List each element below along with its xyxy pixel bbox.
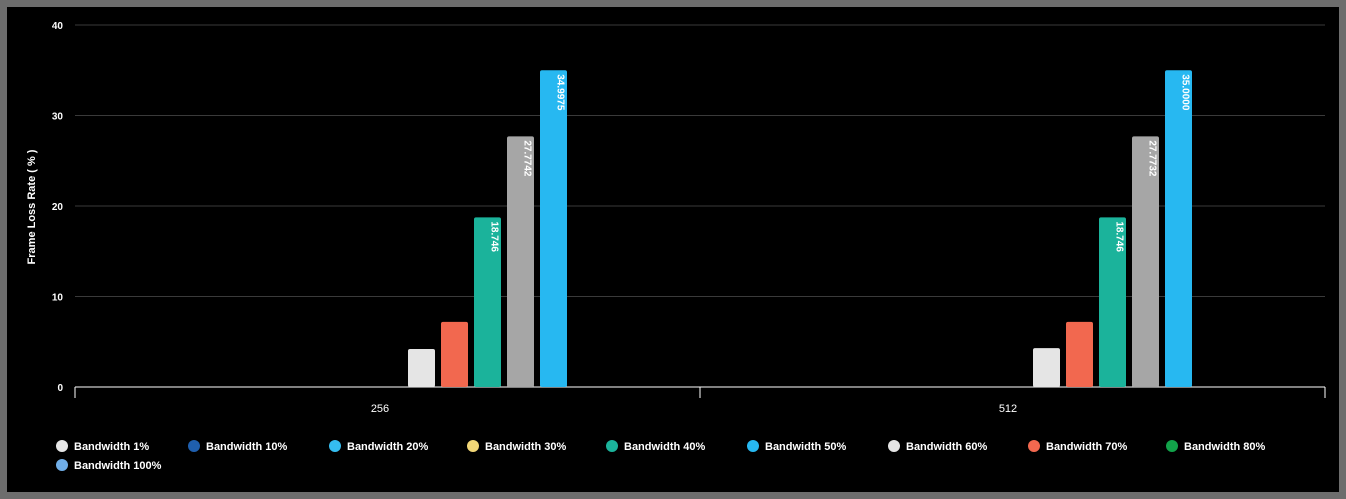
- bar-data-label: 27.7742: [522, 140, 533, 177]
- y-tick-label: 0: [57, 383, 63, 394]
- legend-label: Bandwidth 50%: [765, 441, 847, 453]
- legend-item[interactable]: Bandwidth 10%: [188, 440, 288, 453]
- legend: Bandwidth 1% Bandwidth 10% Bandwidth 20% Ba…: [56, 440, 1266, 472]
- bar-512-bandwidth-90-: [1132, 136, 1159, 387]
- bar-256-bandwidth-40-: [474, 217, 501, 387]
- legend-label: Bandwidth 20%: [347, 441, 429, 453]
- bar-labels: 18.746 27.7742 34.9975 18.746 27.7732 35.0000: [489, 74, 1191, 252]
- legend-label: Bandwidth 100%: [74, 460, 162, 472]
- legend-item[interactable]: Bandwidth 30%: [467, 440, 567, 453]
- bar-256-bandwidth-60-: [408, 348, 435, 387]
- legend-label: Bandwidth 80%: [1184, 441, 1266, 453]
- bar-256-bandwidth-70-: [441, 321, 468, 387]
- legend-marker: [56, 440, 68, 452]
- legend-item[interactable]: Bandwidth 20%: [329, 440, 429, 453]
- legend-item[interactable]: Bandwidth 50%: [747, 440, 847, 453]
- legend-marker: [188, 440, 200, 452]
- x-tick-label: 512: [999, 403, 1017, 415]
- legend-item[interactable]: Bandwidth 70%: [1028, 440, 1128, 453]
- legend-item[interactable]: Bandwidth 60%: [888, 440, 988, 453]
- legend-item[interactable]: Bandwidth 1%: [56, 440, 149, 453]
- legend-label: Bandwidth 60%: [906, 441, 988, 453]
- legend-marker: [606, 440, 618, 452]
- bar-data-label: 35.0000: [1180, 74, 1191, 111]
- y-tick-label: 20: [52, 202, 64, 213]
- legend-label: Bandwidth 70%: [1046, 441, 1128, 453]
- bar-512-bandwidth-50-: [1165, 70, 1192, 387]
- x-tick-label: 256: [371, 403, 389, 415]
- y-tick-label: 10: [52, 293, 64, 304]
- bar-512-bandwidth-60-: [1033, 348, 1060, 387]
- bars: [408, 70, 1192, 387]
- bar-256-bandwidth-50-: [540, 70, 567, 387]
- y-tick-label: 30: [52, 112, 64, 123]
- bar-data-label: 34.9975: [555, 74, 566, 111]
- x-axis-tick-labels: 256 512: [371, 403, 1017, 415]
- legend-item[interactable]: Bandwidth 40%: [606, 440, 706, 453]
- bar-data-label: 18.746: [489, 221, 500, 252]
- y-tick-label: 40: [52, 21, 64, 32]
- legend-item[interactable]: Bandwidth 80%: [1166, 440, 1266, 453]
- legend-marker: [467, 440, 479, 452]
- bar-512-bandwidth-40-: [1099, 217, 1126, 387]
- legend-marker: [747, 440, 759, 452]
- bar-data-label: 27.7732: [1147, 140, 1158, 177]
- x-axis: [74, 386, 1326, 398]
- legend-marker: [56, 459, 68, 471]
- legend-marker: [1166, 440, 1178, 452]
- legend-marker: [888, 440, 900, 452]
- legend-label: Bandwidth 40%: [624, 441, 706, 453]
- legend-label: Bandwidth 1%: [74, 441, 149, 453]
- bar-512-bandwidth-70-: [1066, 321, 1093, 387]
- y-axis-ticks: 0 10 20 30 40: [52, 21, 64, 394]
- legend-label: Bandwidth 10%: [206, 441, 288, 453]
- legend-item[interactable]: Bandwidth 100%: [56, 459, 162, 472]
- legend-marker: [1028, 440, 1040, 452]
- y-axis-label: Frame Loss Rate ( % ): [26, 149, 38, 264]
- legend-marker: [329, 440, 341, 452]
- bar-data-label: 18.746: [1114, 221, 1125, 252]
- bar-256-bandwidth-90-: [507, 136, 534, 387]
- legend-label: Bandwidth 30%: [485, 441, 567, 453]
